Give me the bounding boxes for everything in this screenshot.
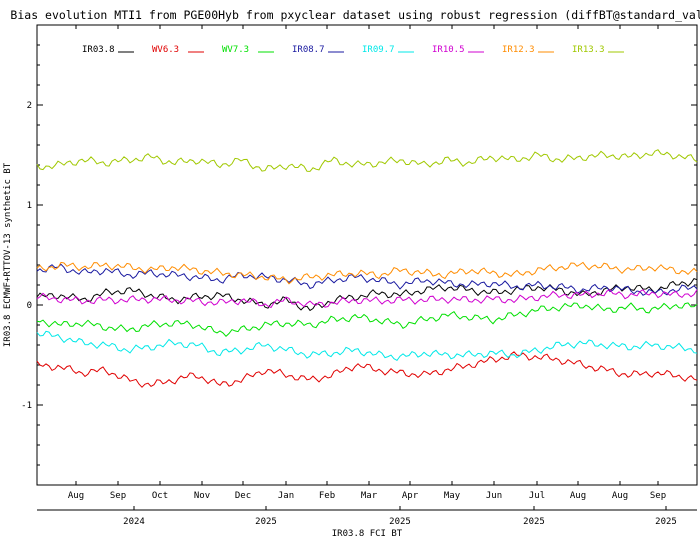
legend-label-ir03-8: IR03.8 [82,45,115,55]
x-year-label: 2025 [255,517,277,527]
x-axis-label: IR03.8 FCI BT [332,529,403,539]
x-month-label: Sep [110,491,126,501]
chart-title: Bias evolution MTI1 from PGE00Hyb from p… [10,8,700,22]
y-tick-label: 0 [27,301,32,311]
legend: IR03.8 WV6.3 WV7.3 IR08.7 IR09.7 IR10.5 IR12.3… [82,45,624,55]
series-line-wv7-3 [36,302,698,338]
series-line-wv6-3 [36,351,698,388]
legend-label-ir10-5: IR10.5 [432,45,465,55]
y-axis-ticks: -1 0 1 2 [21,44,697,486]
legend-label-ir13-3: IR13.3 [572,45,605,55]
x-month-label: Feb [319,491,335,501]
x-month-label: Jan [278,491,294,501]
x-year-label: 2024 [123,517,145,527]
y-tick-label: -1 [21,401,32,411]
x-month-label: May [444,491,461,501]
x-year-label: 2025 [389,517,411,527]
x-month-label: Aug [570,491,586,501]
x-year-label: 2025 [523,517,545,527]
x-axis-ticks: Aug Sep Oct Nov Dec Jan Feb Mar Apr May Jun Jul Aug A… [68,25,677,527]
x-month-label: Aug [612,491,628,501]
y-tick-label: 1 [27,201,32,211]
x-month-label: Oct [152,491,168,501]
x-month-label: Aug [68,491,84,501]
legend-label-wv6-3: WV6.3 [152,45,179,55]
x-month-label: Jun [486,491,502,501]
x-year-label: 2025 [655,517,677,527]
series-line-ir03-8 [36,277,698,312]
series-layer [36,149,698,388]
x-month-label: Mar [361,491,378,501]
legend-label-ir08-7: IR08.7 [292,45,325,55]
series-line-ir12-3 [36,261,698,285]
series-line-ir09-7 [36,330,698,362]
y-tick-label: 2 [27,101,32,111]
x-month-label: Nov [194,491,210,501]
x-month-label: Jul [529,491,545,501]
y-axis-label: IR03.8 ECMWF+RTTOV-13 synthetic BT [3,162,13,347]
legend-label-wv7-3: WV7.3 [222,45,249,55]
legend-label-ir09-7: IR09.7 [362,45,395,55]
series-line-ir10-5 [36,289,698,309]
x-month-label: Apr [402,491,419,501]
x-month-label: Dec [235,491,251,501]
series-line-ir13-3 [36,149,698,172]
legend-label-ir12-3: IR12.3 [502,45,535,55]
plot-frame [36,24,698,486]
series-line-ir08-7 [36,263,698,296]
x-month-label: Sep [650,491,666,501]
